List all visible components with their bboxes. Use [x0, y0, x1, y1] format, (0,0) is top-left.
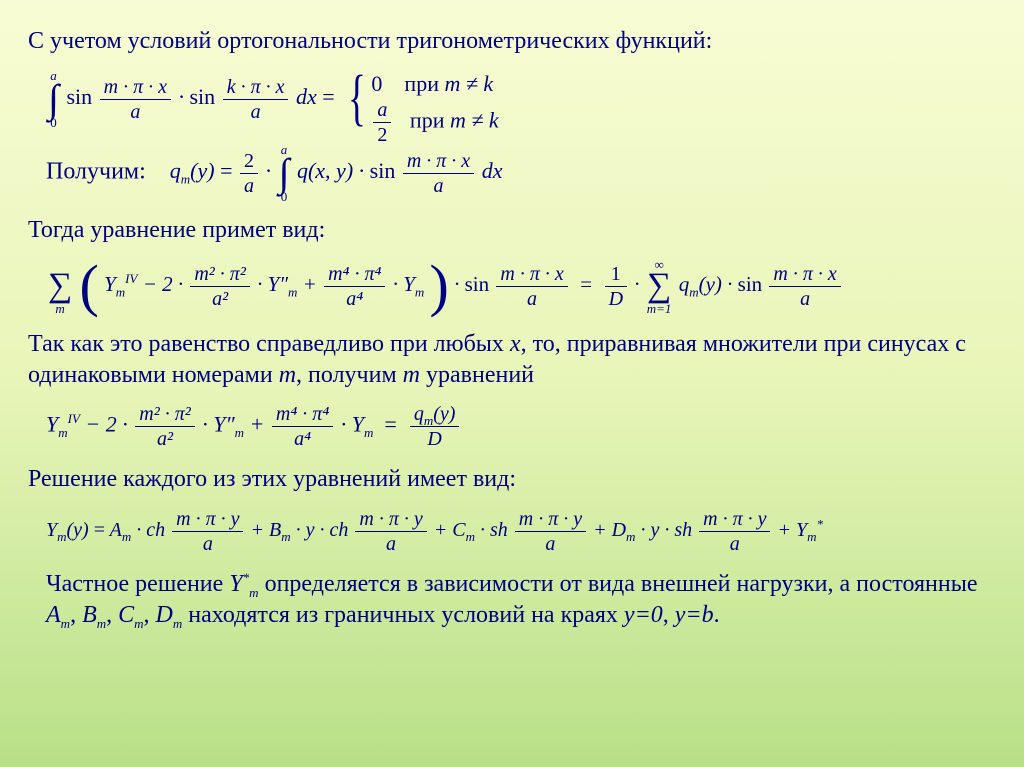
text-line-5: Решение каждого из этих уравнений имеет … [28, 464, 996, 495]
integral-symbol: a ∫ 0 [48, 69, 59, 129]
equation-ode: YmIV − 2 · m² · π²a² · Y″m + m⁴ · π⁴a⁴ ·… [46, 403, 996, 450]
text-line-3: Тогда уравнение примет вид: [28, 215, 996, 246]
equation-qm: qm(y) = 2a · a ∫ 0 q(x, y) · sin m · π ·… [170, 143, 503, 203]
cases-block: 0 при m ≠ k a2 при m ≠ k [371, 69, 498, 129]
text-line-6: Частное решение Y*m определяется в завис… [46, 569, 996, 631]
sum-symbol: ∑ m [48, 258, 72, 315]
equation-sum: ∑ m ( YmIV − 2 · m² · π²a² · Y″m + m⁴ · … [46, 258, 996, 315]
text-line-1: С учетом условий ортогональности тригоно… [28, 26, 996, 57]
equation-orthogonality: a ∫ 0 sin m · π · xa · sin k · π · xa dx… [46, 69, 996, 129]
equation-solution: Ym(y) = Am · ch m · π · ya + Bm · y · ch… [46, 508, 996, 555]
text-line-2: Получим: qm(y) = 2a · a ∫ 0 q(x, y) · si… [46, 143, 996, 203]
text-line-4: Так как это равенство справедливо при лю… [28, 329, 996, 391]
